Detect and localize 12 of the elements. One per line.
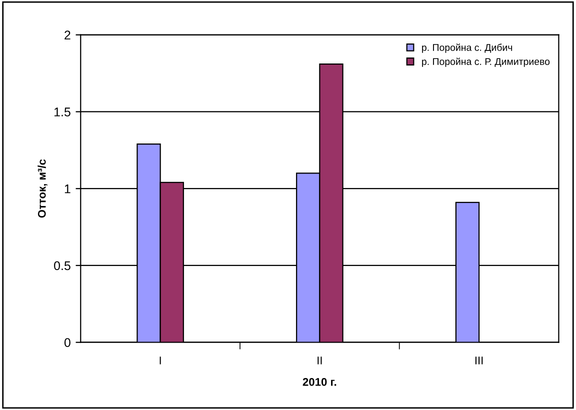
y-tick-label: 0 <box>64 338 70 347</box>
y-tick-label: 1 <box>64 184 70 194</box>
x-tick-label: I <box>160 356 161 364</box>
x-axis-title: 2010 г. <box>302 378 336 386</box>
legend-label: р. Поройна с. Р. Димитриево <box>422 58 550 67</box>
x-tick-label: II <box>318 356 322 364</box>
y-tick-label: 1.5 <box>54 108 70 116</box>
x-tick-label: III <box>475 356 483 364</box>
y-tick-label: 2 <box>64 30 70 40</box>
y-tick-label: 0.5 <box>54 261 70 270</box>
y-axis-title: Отток, м³/с <box>38 159 48 218</box>
legend-label: р. Поройна с. Дибич <box>422 44 512 53</box>
